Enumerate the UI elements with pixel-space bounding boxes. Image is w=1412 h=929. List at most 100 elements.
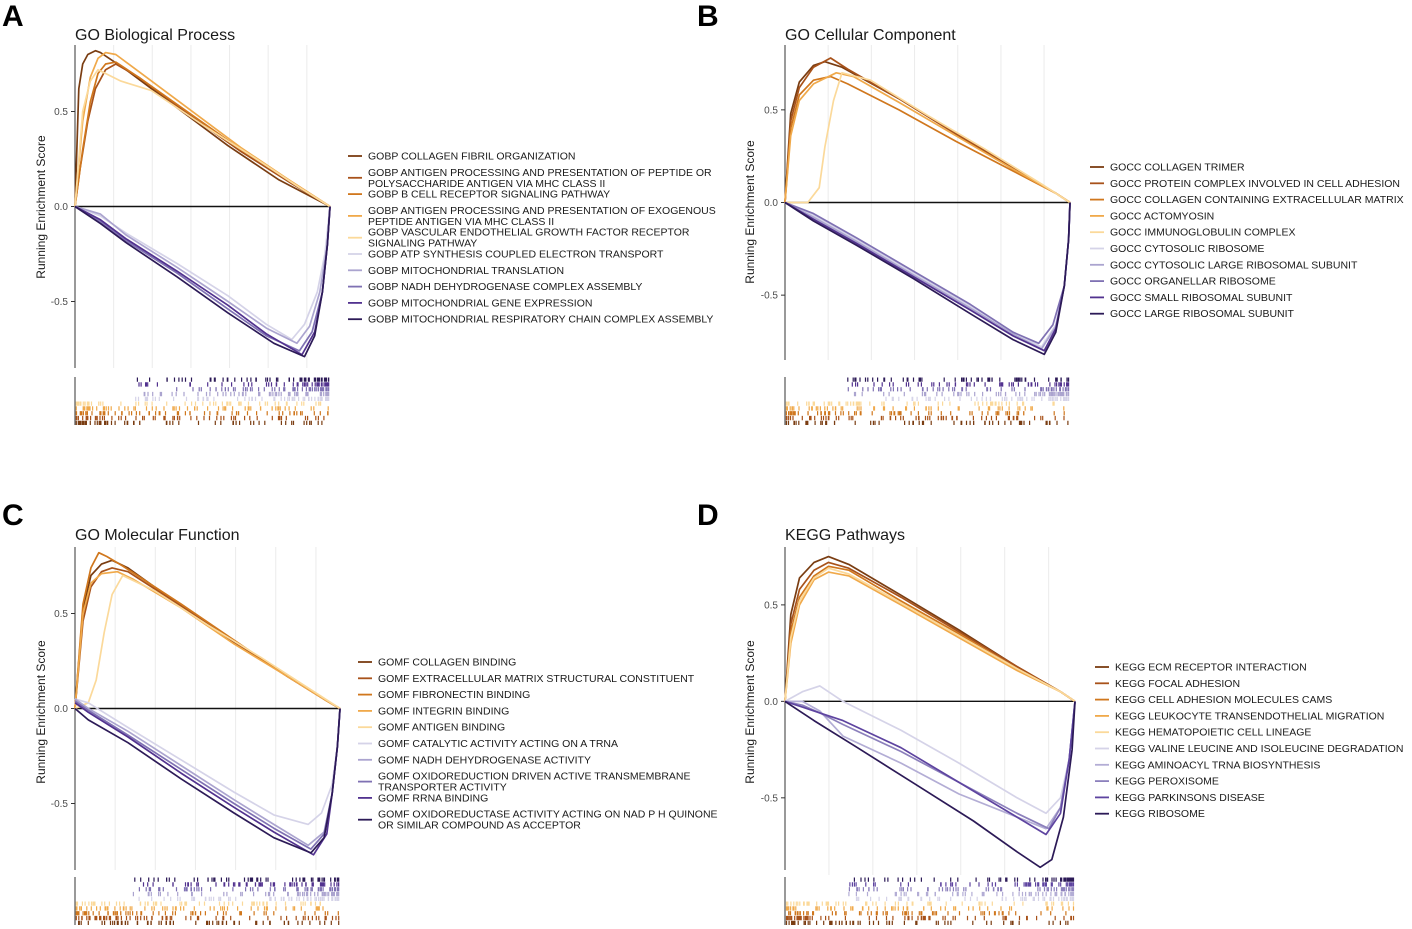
rug-row [851,382,1070,387]
rug-row [136,377,330,382]
legend-entry: GOBP MITOCHONDRIAL TRANSLATION [348,265,564,277]
panel-c: C GO Molecular Function Running Enrichme… [2,499,718,925]
legend-label: GOCC ACTOMYOSIN [1110,210,1214,222]
legend-label: KEGG ECM RECEPTOR INTERACTION [1115,662,1307,674]
enrichment-curve [74,574,341,710]
rug-row [785,906,1075,911]
rug-row [176,387,330,392]
rug-row [143,391,330,397]
legend-b: GOCC COLLAGEN TRIMER GOCC PROTEIN COMPLEX… [1090,162,1404,320]
legend-entry: KEGG VALINE LEUCINE AND ISOLEUCINE DEGRA… [1095,743,1403,755]
y-ticks-b: 0.5 0.0 -0.5 [761,105,785,302]
curves-d [784,555,1076,869]
legend-label: GOBP VASCULAR ENDOTHELIAL GROWTH FACTOR … [368,227,690,250]
y-ticks-a: 0.5 0.0 -0.5 [51,107,75,308]
legend-label: GOBP NADH DEHYDROGENASE COMPLEX ASSEMBLY [368,281,642,293]
rug-row [848,887,1075,892]
legend-entry: KEGG LEUKOCYTE TRANSENDOTHELIAL MIGRATIO… [1095,710,1384,722]
gene-hit-rug-c [74,877,340,925]
rug-row [78,920,340,925]
panel-title-a: GO Biological Process [75,27,235,44]
rug-row [75,411,329,416]
rug-row [785,420,1069,425]
legend-label: GOCC SMALL RIBOSOMAL SUBUNIT [1110,292,1293,304]
legend-entry: GOMF COLLAGEN BINDING [358,657,516,669]
legend-entry: KEGG CELL ADHESION MOLECULES CAMS [1095,694,1332,706]
legend-label: KEGG CELL ADHESION MOLECULES CAMS [1115,694,1332,706]
enrichment-curve [74,205,331,345]
y-axis-label-b: Running Enrichment Score [743,140,757,284]
legend-entry: GOBP ANTIGEN PROCESSING AND PRESENTATION… [348,205,716,228]
legend-label: KEGG HEMATOPOIETIC CELL LINEAGE [1115,727,1311,739]
enrichment-curve [74,570,341,710]
legend-label: KEGG VALINE LEUCINE AND ISOLEUCINE DEGRA… [1115,743,1403,755]
legend-label: GOMF COLLAGEN BINDING [378,657,516,669]
rug-row [75,406,329,411]
legend-entry: GOMF NADH DEHYDROGENASE ACTIVITY [358,754,591,766]
rug-row [788,911,1067,916]
panel-letter-c: C [2,499,24,532]
legend-entry: GOMF OXIDOREDUCTASE ACTIVITY ACTING ON N… [358,809,718,832]
legend-entry: GOCC SMALL RIBOSOMAL SUBUNIT [1090,292,1293,304]
rug-row [785,401,1055,406]
legend-label: GOCC CYTOSOLIC LARGE RIBOSOMAL SUBUNIT [1110,259,1358,271]
gene-hit-rug-b [784,377,1070,425]
legend-label: GOMF ANTIGEN BINDING [378,722,505,734]
rug-row [853,391,1070,397]
enrichment-curve [74,205,331,358]
rug-row [785,415,1065,421]
enrichment-curve [784,700,1076,836]
gene-hit-rug-d [784,877,1075,925]
legend-entry: GOBP ATP SYNTHESIS COUPLED ELECTRON TRAN… [348,249,664,261]
rug-row [785,411,1065,416]
rug-row [138,382,330,387]
y-axis-label-a: Running Enrichment Score [34,135,48,279]
panel-letter-b: B [697,0,719,33]
legend-entry: GOBP COLLAGEN FIBRIL ORGANIZATION [348,151,576,163]
y-tick-label: 0.0 [54,704,68,715]
legend-d: KEGG ECM RECEPTOR INTERACTION KEGG FOCAL … [1095,662,1403,820]
legend-label: GOMF OXIDOREDUCTION DRIVEN ACTIVE TRANSM… [378,771,691,794]
rug-row [75,420,323,425]
legend-label: KEGG PARKINSONS DISEASE [1115,792,1265,804]
legend-label: KEGG LEUKOCYTE TRANSENDOTHELIAL MIGRATIO… [1115,710,1384,722]
rug-row [142,882,340,887]
y-ticks-d: 0.5 0.0 -0.5 [761,600,785,804]
rug-row [785,915,1075,921]
legend-label: GOMF FIBRONECTIN BINDING [378,689,530,701]
enrichment-curve [784,567,1076,703]
legend-a: GOBP COLLAGEN FIBRIL ORGANIZATION GOBP AN… [348,151,716,326]
y-ticks-c: 0.5 0.0 -0.5 [51,609,75,810]
legend-entry: GOCC PROTEIN COMPLEX INVOLVED IN CELL AD… [1090,178,1400,190]
rug-row [132,891,340,897]
panel-b: B GO Cellular Component Running Enrichme… [697,0,1404,425]
rug-row [75,911,339,916]
gene-hit-rug-a [74,377,330,425]
rug-row [75,915,340,921]
rug-row [847,377,1070,382]
legend-entry: GOCC ORGANELLAR RIBOSOME [1090,276,1276,288]
y-tick-label: -0.5 [51,799,69,810]
legend-label: KEGG FOCAL ADHESION [1115,678,1240,690]
y-tick-label: 0.5 [764,105,778,116]
legend-entry: GOCC CYTOSOLIC LARGE RIBOSOMAL SUBUNIT [1090,259,1358,271]
legend-entry: GOCC IMMUNOGLOBULIN COMPLEX [1090,227,1296,239]
y-tick-label: -0.5 [761,291,779,302]
legend-label: GOBP ANTIGEN PROCESSING AND PRESENTATION… [368,205,716,228]
curves-a [74,49,331,358]
legend-entry: GOCC ACTOMYOSIN [1090,210,1214,222]
y-tick-label: 0.5 [54,609,68,620]
panel-letter-d: D [697,499,719,532]
rug-row [75,415,325,421]
legend-entry: GOMF ANTIGEN BINDING [358,722,505,734]
legend-entry: GOBP NADH DEHYDROGENASE COMPLEX ASSEMBLY [348,281,642,293]
legend-entry: GOMF OXIDOREDUCTION DRIVEN ACTIVE TRANSM… [358,771,691,794]
enrichment-curve [784,700,1076,869]
legend-entry: GOBP ANTIGEN PROCESSING AND PRESENTATION… [348,167,712,190]
legend-entry: GOMF RRNA BINDING [358,792,488,804]
enrichment-curve [785,71,1071,204]
panel-d: D KEGG Pathways Running Enrichment Score… [697,499,1403,925]
y-axis-label-d: Running Enrichment Score [743,640,757,784]
legend-label: GOMF EXTRACELLULAR MATRIX STRUCTURAL CON… [378,673,695,685]
